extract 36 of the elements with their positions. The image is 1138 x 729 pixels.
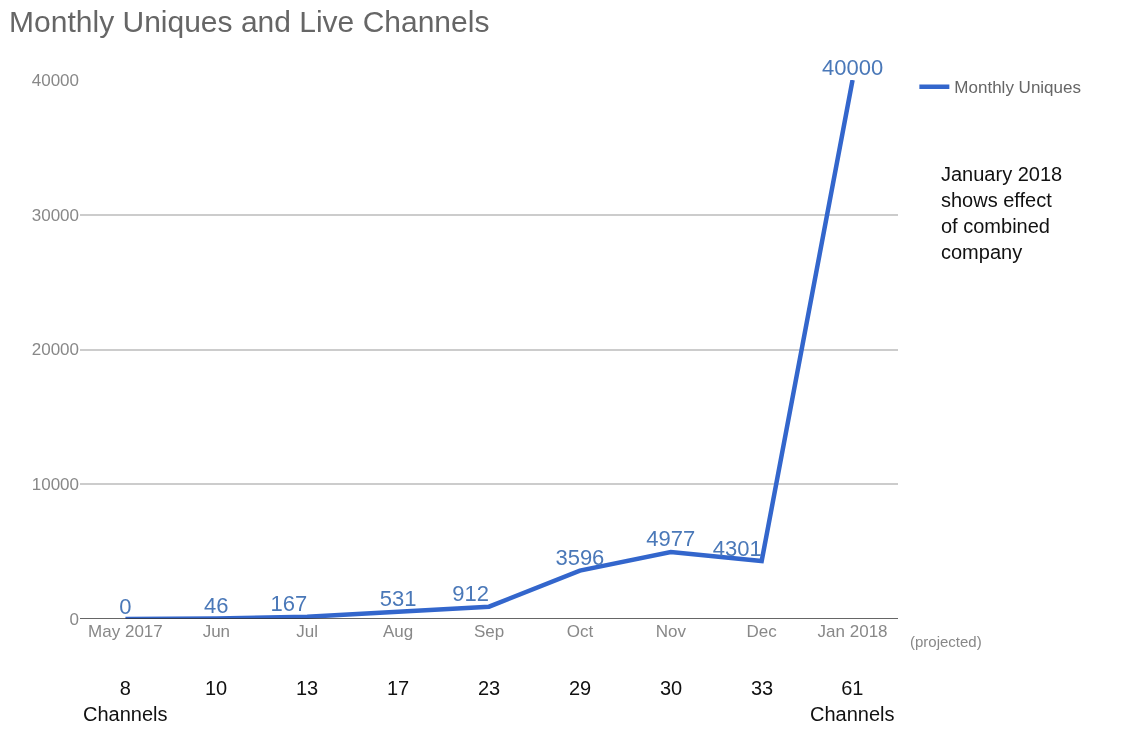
- y-tick-label: 40000: [31, 70, 79, 90]
- data-label: 167: [270, 591, 308, 617]
- text: 61 Channels: [810, 677, 895, 725]
- x-tick-label: Jul: [296, 622, 319, 641]
- x-tick-label: May 2017: [88, 622, 163, 641]
- data-label: 46: [204, 592, 229, 618]
- text: 33: [751, 677, 774, 699]
- text: 10: [205, 677, 228, 699]
- data-label: 4977: [646, 526, 696, 552]
- x-tick-label: Sep: [473, 622, 505, 641]
- y-tick-label: 20000: [31, 340, 79, 360]
- legend-label: Monthly Uniques: [954, 78, 1081, 98]
- data-label: 531: [379, 586, 417, 612]
- data-label: 40000: [821, 54, 884, 80]
- data-label: 912: [452, 581, 489, 607]
- x-tick-label: Dec: [746, 622, 778, 641]
- x-tick-label: Jun: [202, 622, 231, 641]
- x-tick-label: Aug: [382, 622, 414, 641]
- data-label: 4301: [712, 535, 762, 561]
- y-tick-label: 0: [69, 609, 79, 629]
- x-tick-label: Nov: [655, 622, 687, 641]
- chart-title: Monthly Uniques and Live Channels: [9, 4, 490, 38]
- text: 17: [387, 677, 410, 699]
- text: (projected): [910, 633, 982, 650]
- y-tick-label: 30000: [31, 205, 79, 225]
- text: January 2018 shows effect of combined company: [941, 163, 1063, 263]
- text: 23: [478, 677, 501, 699]
- y-tick-label: 10000: [31, 475, 79, 495]
- text: 8 Channels: [83, 677, 168, 725]
- data-label: 0: [119, 593, 132, 619]
- x-tick-label: Oct: [566, 622, 594, 641]
- data-label: 3596: [555, 545, 605, 571]
- text: 29: [569, 677, 592, 699]
- text: 13: [296, 677, 319, 699]
- text: 30: [660, 677, 683, 699]
- x-tick-label: Jan 2018: [817, 622, 888, 641]
